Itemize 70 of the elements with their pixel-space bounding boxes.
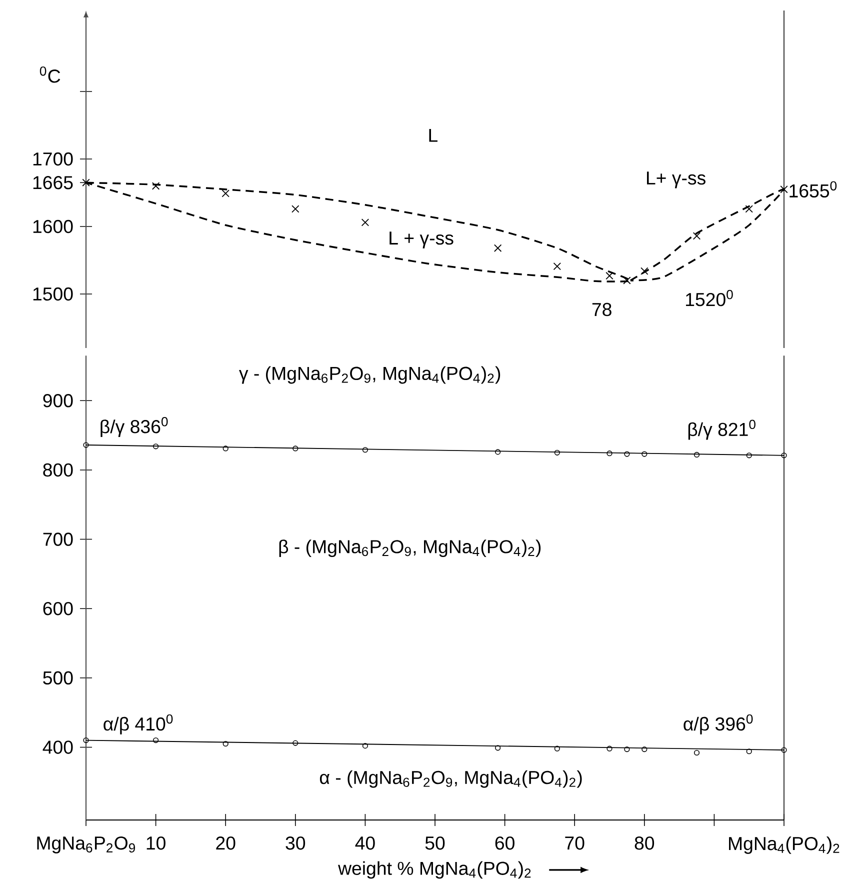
point (780, 186, 788, 194)
point (495, 745, 501, 751)
point (606, 272, 614, 280)
point (692, 232, 701, 240)
text: γ - (MgNa$_{6}$P$_{2}$O$_{9}$, MgNa$_{4}$(PO$_{4}$)$_{2}$) (239, 366, 500, 384)
x-tick-label: 70 (565, 836, 584, 850)
annotation: α/β 410$^{0}$ (104, 714, 173, 734)
x-axis-title: weight % MgNa$_{4}$(PO$_{4}$)$_{2}$ (338, 861, 531, 879)
point (495, 449, 501, 455)
y-tick-label: 1700 (33, 152, 73, 166)
text: β - (MgNa$_{6}$P$_{2}$O$_{9}$, MgNa$_{4}$(PO$_{4}$)$_{2}$) (279, 540, 541, 557)
annotation: L + γ-ss (390, 232, 454, 248)
point (222, 446, 228, 452)
y-tick-label: 1500 (33, 287, 73, 301)
annotation: L+ γ-ss (646, 172, 706, 188)
point (222, 190, 230, 198)
point (606, 746, 612, 752)
annotation: β/γ 836$^{0}$ (100, 417, 168, 437)
y-tick-label: 500 (43, 671, 73, 685)
x-tick-label: 30 (286, 836, 306, 850)
y-tick-label: 400 (42, 740, 73, 754)
annotation: 1520$^{0}$ (686, 290, 733, 306)
annotation: 78 (592, 302, 612, 316)
annotation: L (429, 128, 438, 142)
point (624, 451, 630, 457)
point (745, 205, 753, 213)
x-tick-label: 10 (146, 836, 166, 850)
point (292, 205, 300, 213)
point (642, 451, 648, 457)
point (292, 740, 298, 746)
y-axis-title: $^{0}$C (40, 66, 60, 83)
point (642, 746, 648, 752)
annotation: 1655$^{0}$ (790, 181, 837, 198)
point (361, 218, 370, 226)
point (623, 276, 631, 284)
point (553, 262, 562, 270)
y-tick-label: 900 (43, 394, 73, 408)
point (494, 244, 502, 252)
y-tick-label: 600 (43, 602, 73, 616)
annotation: β/γ 821$^{0}$ (688, 420, 756, 440)
point (292, 446, 298, 452)
point (746, 452, 752, 458)
x-tick-label: 50 (425, 836, 445, 850)
point (746, 748, 752, 754)
x-tick-label: MgNa$_{6}$P$_{2}$O$_{9}$ (37, 836, 135, 854)
y-tick-label: 1600 (33, 220, 73, 234)
text: α - (MgNa$_{6}$P$_{2}$O$_{9}$, MgNa$_{4}$(PO$_{4}$)$_{2}$) (320, 770, 582, 788)
point (554, 450, 560, 456)
annotation: α/β 396$^{0}$ (684, 714, 753, 734)
point (694, 750, 700, 756)
point (153, 737, 159, 744)
point (624, 746, 630, 752)
point (554, 746, 560, 752)
x-tick-label: 60 (495, 836, 514, 850)
point (152, 182, 160, 190)
y-tick-label: 700 (43, 532, 73, 546)
point (222, 740, 228, 747)
y-tick-label: 1665 (33, 176, 73, 190)
x-tick-label: 20 (216, 836, 236, 850)
y-tick-label: 800 (43, 463, 73, 477)
point (606, 450, 612, 456)
x-tick-label: 40 (355, 836, 375, 850)
point (362, 743, 368, 749)
point (153, 444, 159, 450)
point (640, 267, 648, 275)
x-tick-label: MgNa$_{4}$(PO$_{4}$)$_{2}$ (729, 836, 840, 854)
point (362, 447, 368, 453)
x-tick-label: 80 (634, 836, 654, 850)
point (694, 452, 700, 458)
point (82, 178, 90, 186)
